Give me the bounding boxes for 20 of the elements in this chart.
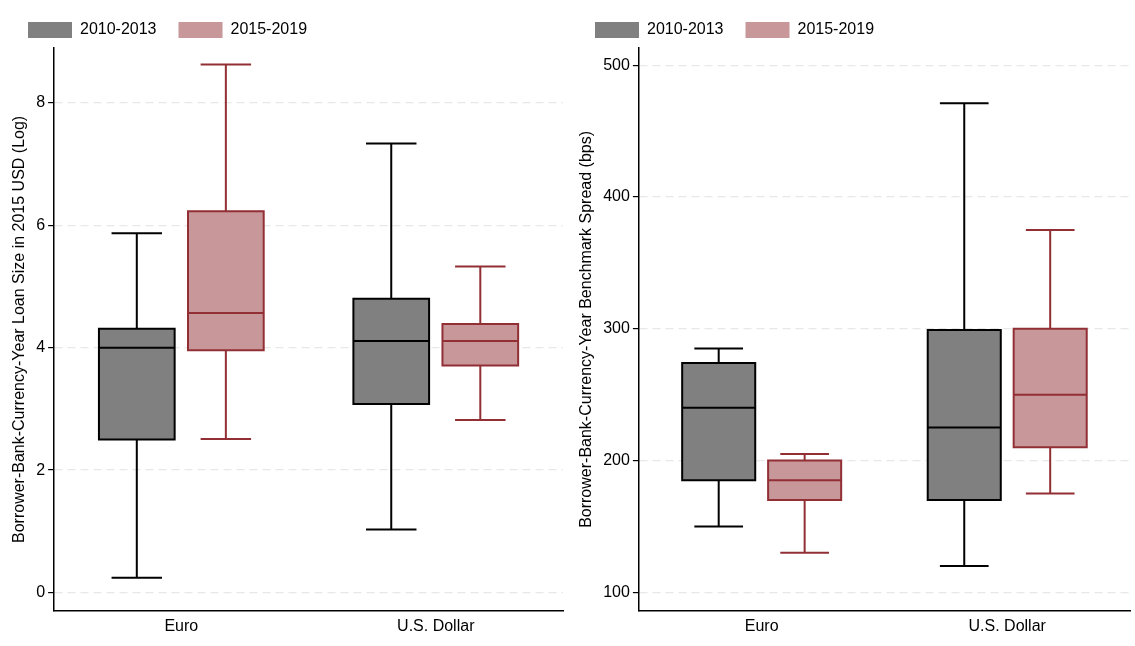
y-tick-label: 8: [36, 93, 46, 111]
y-tick-label: 400: [603, 187, 630, 205]
y-tick-label: 200: [603, 450, 630, 468]
x-tick-label: U.S. Dollar: [968, 616, 1047, 634]
legend-label: 2010-2013: [80, 20, 157, 38]
y-tick-label: 4: [36, 338, 46, 356]
x-tick-label: U.S. Dollar: [397, 616, 476, 634]
y-tick-label: 2: [36, 460, 46, 478]
x-tick-label: Euro: [744, 616, 779, 634]
y-axis-title: Borrower-Bank-Currency-Year Benchmark Spread (bps): [577, 130, 595, 528]
legend-label: 2015-2019: [230, 20, 308, 38]
y-tick-label: 6: [36, 215, 46, 233]
y-tick-label: 100: [603, 582, 630, 600]
y-axis-title: Borrower-Bank-Currency-Year Loan Size in 2015 USD (Log): [10, 115, 28, 543]
y-tick-label: 300: [603, 319, 630, 337]
x-tick-label: Euro: [164, 616, 199, 634]
legend-label: 2015-2019: [797, 20, 875, 38]
y-tick-label: 500: [603, 55, 630, 73]
y-tick-label: 0: [36, 582, 46, 600]
legend-label: 2010-2013: [647, 20, 724, 38]
